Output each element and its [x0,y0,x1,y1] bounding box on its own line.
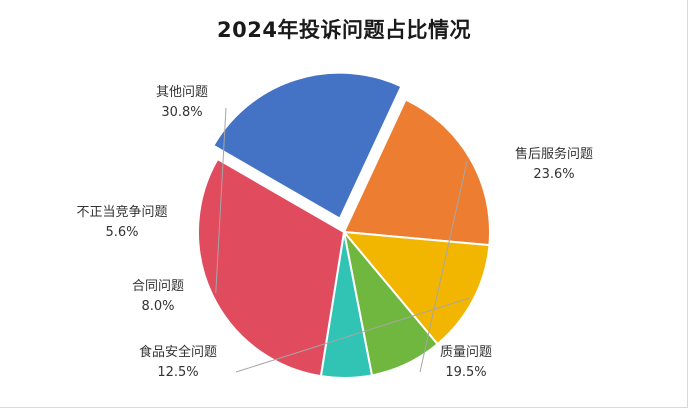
slice-label-value-3: 12.5% [157,365,198,380]
slice-label-value-2: 19.5% [445,365,486,380]
pie-slice-1 [211,71,403,221]
slice-label-name-2: 质量问题 [440,345,492,360]
pie-slice-3 [341,230,491,346]
slice-label-name-6: 其他问题 [156,85,208,100]
pie-slice-6 [197,157,346,378]
slice-label-name-3: 食品安全问题 [139,344,217,360]
slice-label-value-1: 23.6% [533,167,574,182]
slice-label-value-5: 5.6% [105,225,138,240]
chart-title: 2024年投诉问题占比情况 [217,18,471,42]
slice-label-name-1: 售后服务问题 [515,146,593,162]
slice-label-name-5: 不正当竞争问题 [76,204,167,220]
leader-line-2 [419,161,468,373]
slice-label-value-4: 8.0% [141,299,174,314]
slice-label-name-4: 合同问题 [132,279,184,294]
leader-line-3 [235,297,470,373]
pie-slice-2 [342,98,491,247]
leader-line-6 [215,107,227,294]
slice-label-value-6: 30.8% [161,105,202,120]
